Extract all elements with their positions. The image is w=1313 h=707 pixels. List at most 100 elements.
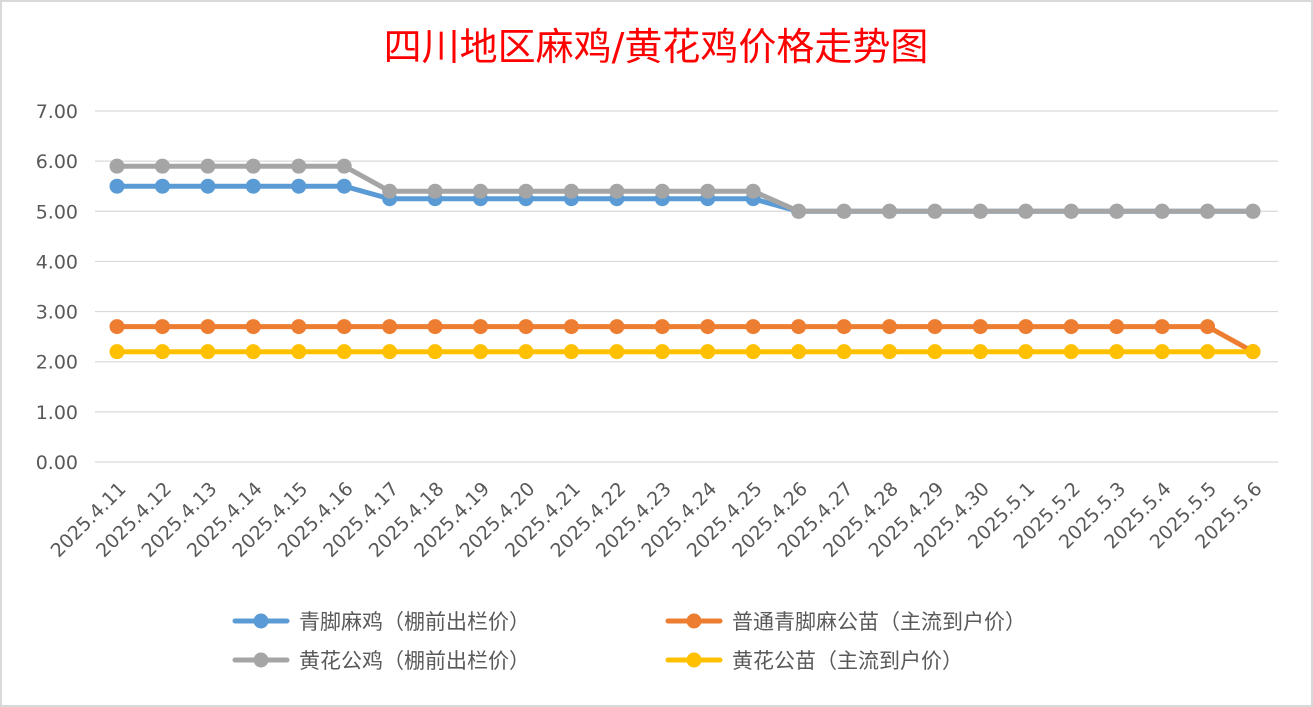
data-point <box>1200 319 1216 335</box>
data-point <box>427 344 443 360</box>
data-point <box>836 203 852 219</box>
data-point <box>382 319 398 335</box>
data-point <box>245 158 261 174</box>
series-lines <box>109 158 1261 360</box>
series-line <box>114 324 1256 355</box>
y-tick-label: 2.00 <box>36 352 78 374</box>
data-point <box>382 183 398 199</box>
data-point <box>700 319 716 335</box>
series-3 <box>109 344 1261 360</box>
chart-border-top <box>0 0 1313 2</box>
data-point <box>1245 344 1261 360</box>
data-point <box>200 158 216 174</box>
data-point <box>1018 203 1034 219</box>
y-tick-label: 5.00 <box>36 201 78 223</box>
data-point <box>291 319 307 335</box>
data-point <box>609 183 625 199</box>
data-point <box>791 344 807 360</box>
data-point <box>654 319 670 335</box>
y-tick-label: 6.00 <box>36 151 78 173</box>
y-tick-label: 4.00 <box>36 251 78 273</box>
x-axis-tick-labels: 2025.4.112025.4.122025.4.132025.4.142025… <box>47 478 1267 562</box>
data-point <box>563 183 579 199</box>
data-point <box>291 158 307 174</box>
data-point <box>154 344 170 360</box>
legend-label: 普通青脚麻公苗（主流到户价） <box>732 610 1026 634</box>
data-point <box>109 158 125 174</box>
chart-border-bottom <box>0 705 1313 707</box>
data-point <box>700 183 716 199</box>
legend-item: 黄花公鸡（棚前出栏价） <box>232 649 530 673</box>
chart-title: 四川地区麻鸡/黄花鸡价格走势图 <box>384 25 929 69</box>
chart-border-right <box>1311 0 1313 707</box>
data-point <box>836 344 852 360</box>
data-point <box>927 203 943 219</box>
legend: 青脚麻鸡（棚前出栏价） 普通青脚麻公苗（主流到户价） 黄花公鸡（棚前出栏价） 黄花公苗… <box>232 610 1026 673</box>
data-point <box>927 344 943 360</box>
data-point <box>1109 203 1125 219</box>
data-point <box>200 178 216 194</box>
data-point <box>154 319 170 335</box>
data-point <box>1154 203 1170 219</box>
data-point <box>791 203 807 219</box>
data-point <box>1109 319 1125 335</box>
legend-swatch-marker <box>686 613 702 629</box>
data-point <box>745 319 761 335</box>
y-tick-label: 3.00 <box>36 302 78 324</box>
data-point <box>518 183 534 199</box>
data-point <box>291 344 307 360</box>
data-point <box>200 319 216 335</box>
data-point <box>291 178 307 194</box>
legend-item: 普通青脚麻公苗（主流到户价） <box>665 610 1026 634</box>
data-point <box>654 344 670 360</box>
data-point <box>881 319 897 335</box>
data-point <box>1109 344 1125 360</box>
data-point <box>836 319 852 335</box>
data-point <box>881 203 897 219</box>
chart-border-left <box>0 0 2 707</box>
gridlines <box>95 110 1278 463</box>
data-point <box>109 178 125 194</box>
data-point <box>563 344 579 360</box>
data-point <box>518 319 534 335</box>
y-tick-label: 1.00 <box>36 402 78 424</box>
legend-label: 青脚麻鸡（棚前出栏价） <box>299 610 530 634</box>
y-tick-label: 0.00 <box>36 452 78 474</box>
data-point <box>336 319 352 335</box>
data-point <box>245 178 261 194</box>
data-point <box>927 319 943 335</box>
data-point <box>1018 319 1034 335</box>
legend-swatch-marker <box>253 613 269 629</box>
data-point <box>1063 319 1079 335</box>
data-point <box>109 319 125 335</box>
data-point <box>427 319 443 335</box>
data-point <box>745 183 761 199</box>
legend-label: 黄花公鸡（棚前出栏价） <box>299 649 530 673</box>
data-point <box>427 183 443 199</box>
series-line <box>114 163 1256 214</box>
data-point <box>1063 203 1079 219</box>
data-point <box>109 344 125 360</box>
data-point <box>1245 203 1261 219</box>
data-point <box>336 344 352 360</box>
data-point <box>473 344 489 360</box>
series-1 <box>109 319 1261 360</box>
legend-swatch-marker <box>253 652 269 668</box>
series-2 <box>109 158 1261 219</box>
data-point <box>245 344 261 360</box>
data-point <box>200 344 216 360</box>
data-point <box>700 344 716 360</box>
y-axis-tick-labels: 0.00 1.00 2.00 3.00 4.00 5.00 6.00 7.00 <box>36 101 78 474</box>
y-tick-label: 7.00 <box>36 101 78 123</box>
data-point <box>382 344 398 360</box>
data-point <box>518 344 534 360</box>
data-point <box>1200 344 1216 360</box>
data-point <box>1063 344 1079 360</box>
data-point <box>473 319 489 335</box>
data-point <box>473 183 489 199</box>
data-point <box>563 319 579 335</box>
data-point <box>1200 203 1216 219</box>
data-point <box>881 344 897 360</box>
